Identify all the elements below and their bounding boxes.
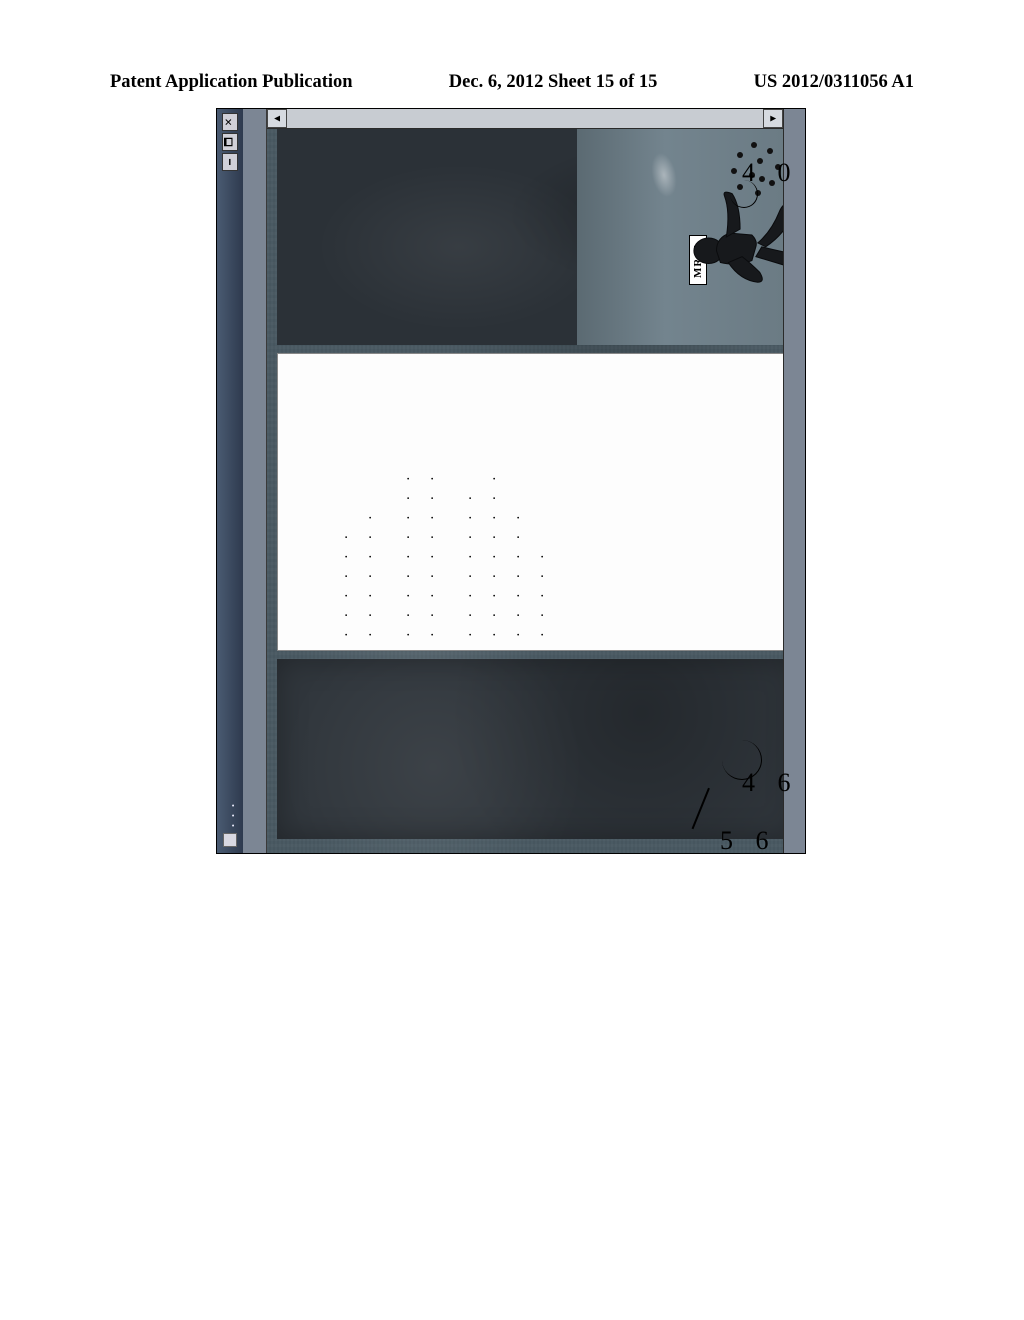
ref-56: 5 6 xyxy=(720,826,777,856)
doc-row: . . . . . . xyxy=(338,368,350,636)
window-frame: . . . 🗕 🗖 ✕ . . . . . . xyxy=(216,108,806,854)
titlebar-left: . . . xyxy=(223,802,238,847)
doc-row: . . . . . . . xyxy=(362,368,374,636)
scroll-track[interactable] xyxy=(287,109,763,128)
header-left: Patent Application Publication xyxy=(110,72,353,93)
motion-dot xyxy=(751,142,757,148)
titlebar-buttons: 🗕 🗖 ✕ xyxy=(222,113,238,171)
maximize-button[interactable]: 🗖 xyxy=(222,133,238,151)
scroll-down-button[interactable]: ▼ xyxy=(763,109,783,128)
header-center: Dec. 6, 2012 Sheet 15 of 15 xyxy=(449,72,658,93)
doc-row: . . . . . . . . . xyxy=(400,368,412,636)
vertical-scrollbar[interactable]: ▲ ▼ xyxy=(267,109,783,129)
doc-row: . . . . . . . . xyxy=(462,368,474,636)
doc-row: . . . . . . . . . xyxy=(486,368,498,636)
titlebar[interactable]: . . . 🗕 🗖 ✕ xyxy=(217,109,243,853)
center-document-panel: . . . . . . . . . . . . . . . . . . . . … xyxy=(277,353,783,651)
app-window: . . . 🗕 🗖 ✕ . . . . . . xyxy=(216,108,806,854)
doc-row: . . . . . . . xyxy=(510,368,522,636)
window-title: . . . xyxy=(223,802,238,827)
minimize-button[interactable]: 🗕 xyxy=(222,153,238,171)
close-button[interactable]: ✕ xyxy=(222,113,238,131)
header-right: US 2012/0311056 A1 xyxy=(754,72,914,93)
left-panel xyxy=(277,659,783,839)
scroll-up-button[interactable]: ▲ xyxy=(267,109,287,128)
doc-row: . . . . . xyxy=(534,368,546,636)
motion-dot xyxy=(767,148,773,154)
right-panel: MR. A xyxy=(277,127,783,345)
menubar[interactable] xyxy=(243,109,267,853)
figure-area: FIG. 15 . . . 🗕 🗖 ✕ xyxy=(0,180,1024,1170)
app-icon xyxy=(223,833,237,847)
content-area: . . . . . . . . . . . . . . . . . . . . … xyxy=(267,109,783,853)
motion-dot xyxy=(731,168,737,174)
callout-curve-46 xyxy=(722,740,762,780)
statusbar xyxy=(783,109,805,853)
callout-curve-40 xyxy=(730,180,758,208)
doc-row: . . . . . . . . . xyxy=(424,368,436,636)
